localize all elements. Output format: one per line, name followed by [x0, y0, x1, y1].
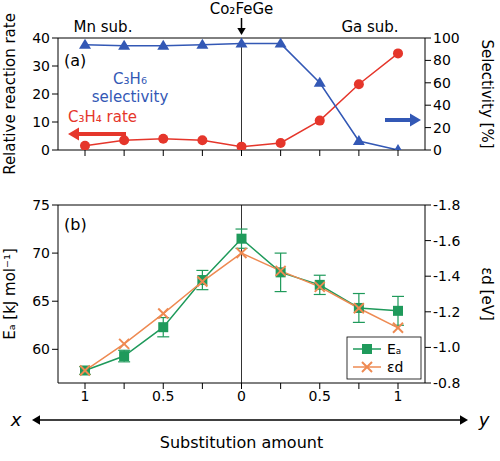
svg-text:Mn sub.: Mn sub. — [74, 18, 133, 36]
svg-text:εd [eV]: εd [eV] — [478, 267, 496, 321]
svg-text:30: 30 — [32, 58, 50, 74]
svg-text:40: 40 — [433, 97, 451, 113]
svg-text:-1.4: -1.4 — [433, 268, 460, 284]
svg-text:-0.8: -0.8 — [433, 375, 460, 391]
svg-text:Eₐ [kJ mol⁻¹]: Eₐ [kJ mol⁻¹] — [1, 248, 19, 340]
svg-text:Ga sub.: Ga sub. — [341, 18, 398, 36]
svg-text:(b): (b) — [64, 215, 87, 234]
svg-text:60: 60 — [32, 341, 50, 357]
svg-text:0: 0 — [433, 142, 442, 158]
svg-text:εd: εd — [387, 359, 403, 375]
svg-text:0: 0 — [41, 142, 50, 158]
svg-text:Substitution amount: Substitution amount — [160, 433, 323, 452]
svg-text:100: 100 — [433, 30, 460, 46]
svg-text:Relative reaction rate: Relative reaction rate — [1, 13, 19, 175]
svg-text:75: 75 — [32, 197, 50, 213]
svg-text:x: x — [10, 409, 22, 430]
svg-text:C₃H₆: C₃H₆ — [113, 70, 147, 88]
svg-text:-1.8: -1.8 — [433, 197, 460, 213]
svg-text:20: 20 — [433, 120, 451, 136]
svg-text:-1.0: -1.0 — [433, 339, 460, 355]
svg-text:Selectivity [%]: Selectivity [%] — [478, 40, 496, 149]
svg-text:80: 80 — [433, 52, 451, 68]
svg-text:1: 1 — [394, 388, 403, 404]
svg-text:selectivity: selectivity — [92, 88, 169, 106]
svg-text:Eₐ: Eₐ — [387, 341, 401, 357]
svg-text:70: 70 — [32, 245, 50, 261]
svg-text:-1.2: -1.2 — [433, 304, 460, 320]
svg-text:Co₂FeGe: Co₂FeGe — [210, 0, 274, 18]
svg-text:0.5: 0.5 — [309, 388, 331, 404]
svg-text:40: 40 — [32, 30, 50, 46]
svg-text:10: 10 — [32, 114, 50, 130]
svg-text:0.5: 0.5 — [152, 388, 174, 404]
svg-text:60: 60 — [433, 75, 451, 91]
svg-text:65: 65 — [32, 293, 50, 309]
svg-text:20: 20 — [32, 86, 50, 102]
svg-text:C₃H₄ rate: C₃H₄ rate — [68, 108, 137, 126]
svg-text:1: 1 — [81, 388, 90, 404]
svg-text:y: y — [478, 409, 490, 430]
svg-text:0: 0 — [237, 388, 246, 404]
svg-text:(a): (a) — [64, 51, 86, 70]
svg-text:-1.6: -1.6 — [433, 233, 460, 249]
